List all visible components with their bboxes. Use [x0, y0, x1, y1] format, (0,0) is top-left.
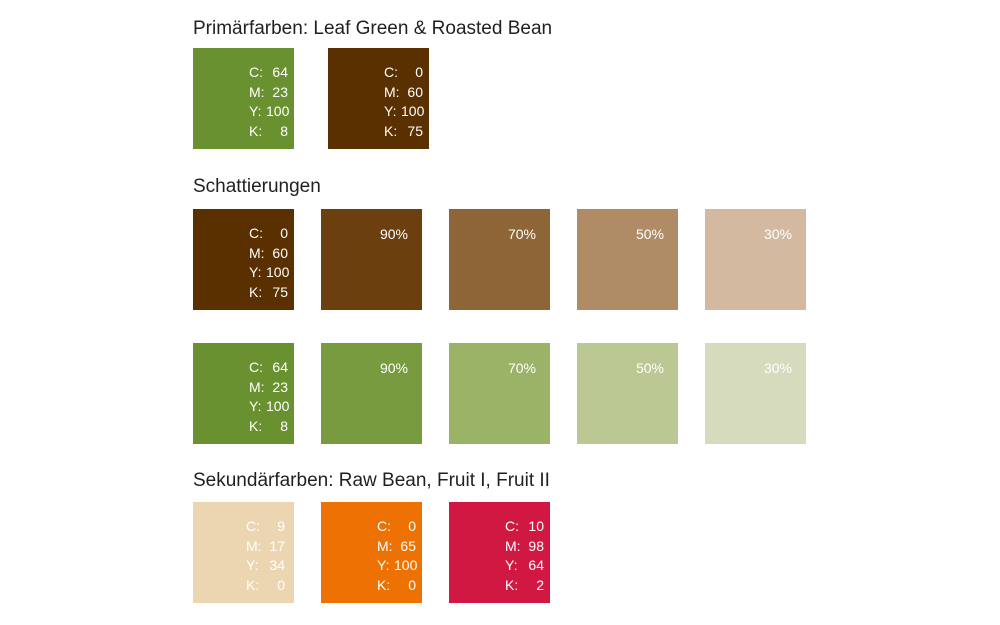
cmyk-values: C: 10 M: 98 Y: 64 K: 2: [505, 517, 544, 595]
raw-bean-swatch: C: 9 M: 17 Y: 34 K: 0: [193, 502, 294, 603]
y-value: 64: [528, 557, 544, 573]
c-label: C:: [249, 64, 263, 80]
y-label: Y:: [246, 557, 259, 573]
green-shade-30-swatch: 30%: [705, 343, 806, 444]
m-value: 60: [272, 244, 288, 261]
shade-percent: 90%: [379, 226, 408, 242]
leaf-green-swatch: C: 64 M: 23 Y: 100 K: 8: [193, 48, 294, 149]
k-label: K:: [249, 417, 263, 434]
m-label: M:: [505, 537, 521, 554]
primary-colors-heading: Primärfarben: Leaf Green & Roasted Bean: [193, 18, 553, 39]
y-label: Y:: [249, 103, 262, 119]
y-label: Y:: [249, 264, 262, 280]
c-label: C:: [384, 64, 398, 80]
m-label: M:: [249, 244, 265, 261]
brown-shade-30-swatch: 30%: [705, 209, 806, 310]
shade-percent: 50%: [635, 360, 664, 376]
c-value: 10: [528, 518, 544, 534]
k-value: 0: [277, 576, 285, 593]
m-value: 98: [528, 537, 544, 554]
c-label: C:: [249, 225, 263, 241]
k-value: 2: [536, 576, 544, 593]
cmyk-values: C: 0 M: 65 Y: 100 K: 0: [377, 517, 417, 595]
y-value: 100: [394, 557, 418, 573]
green-shade-90-swatch: 90%: [321, 343, 422, 444]
cmyk-values: C: 64 M: 23 Y: 100 K: 8: [249, 63, 289, 141]
y-label: Y:: [377, 557, 390, 573]
c-value: 64: [272, 359, 288, 375]
m-value: 17: [269, 537, 285, 554]
m-label: M:: [377, 537, 393, 554]
c-label: C:: [505, 518, 519, 534]
y-value: 100: [266, 103, 290, 119]
k-value: 8: [280, 417, 288, 434]
k-label: K:: [505, 576, 519, 593]
m-label: M:: [249, 378, 265, 395]
cmyk-values: C: 0 M: 60 Y: 100 K: 75: [249, 224, 289, 302]
cmyk-values: C: 64 M: 23 Y: 100 K: 8: [249, 358, 289, 436]
m-value: 23: [272, 378, 288, 395]
y-label: Y:: [505, 557, 518, 573]
k-label: K:: [246, 576, 260, 593]
y-value: 100: [266, 264, 290, 280]
brown-shade-70-swatch: 70%: [449, 209, 550, 310]
k-label: K:: [384, 122, 398, 139]
k-value: 0: [408, 576, 416, 593]
fruit-1-swatch: C: 0 M: 65 Y: 100 K: 0: [321, 502, 422, 603]
c-label: C:: [246, 518, 260, 534]
green-shade-70-swatch: 70%: [449, 343, 550, 444]
cmyk-values: C: 9 M: 17 Y: 34 K: 0: [246, 517, 285, 595]
y-value: 34: [269, 557, 285, 573]
m-label: M:: [384, 83, 400, 100]
shade-percent: 30%: [763, 360, 792, 376]
c-label: C:: [377, 518, 391, 534]
shade-percent: 70%: [507, 360, 536, 376]
y-label: Y:: [384, 103, 397, 119]
y-value: 100: [401, 103, 425, 119]
m-value: 23: [272, 83, 288, 100]
green-shade-100-swatch: C: 64 M: 23 Y: 100 K: 8: [193, 343, 294, 444]
c-value: 64: [272, 64, 288, 80]
fruit-2-swatch: C: 10 M: 98 Y: 64 K: 2: [449, 502, 550, 603]
shade-percent: 30%: [763, 226, 792, 242]
k-label: K:: [377, 576, 391, 593]
brown-shade-100-swatch: C: 0 M: 60 Y: 100 K: 75: [193, 209, 294, 310]
secondary-colors-heading: Sekundärfarben: Raw Bean, Fruit I, Fruit…: [193, 470, 550, 491]
m-value: 60: [407, 83, 423, 100]
m-value: 65: [400, 537, 416, 554]
c-value: 0: [408, 518, 416, 534]
roasted-bean-swatch: C: 0 M: 60 Y: 100 K: 75: [328, 48, 429, 149]
m-label: M:: [246, 537, 262, 554]
green-shade-50-swatch: 50%: [577, 343, 678, 444]
y-label: Y:: [249, 398, 262, 414]
c-label: C:: [249, 359, 263, 375]
k-label: K:: [249, 283, 263, 300]
k-value: 75: [407, 122, 423, 139]
cmyk-values: C: 0 M: 60 Y: 100 K: 75: [384, 63, 424, 141]
brown-shade-50-swatch: 50%: [577, 209, 678, 310]
c-value: 9: [277, 518, 285, 534]
m-label: M:: [249, 83, 265, 100]
shade-percent: 90%: [379, 360, 408, 376]
shade-percent: 70%: [507, 226, 536, 242]
k-value: 75: [272, 283, 288, 300]
k-value: 8: [280, 122, 288, 139]
k-label: K:: [249, 122, 263, 139]
y-value: 100: [266, 398, 290, 414]
c-value: 0: [280, 225, 288, 241]
shade-percent: 50%: [635, 226, 664, 242]
shades-heading: Schattierungen: [193, 176, 321, 197]
c-value: 0: [415, 64, 423, 80]
brown-shade-90-swatch: 90%: [321, 209, 422, 310]
